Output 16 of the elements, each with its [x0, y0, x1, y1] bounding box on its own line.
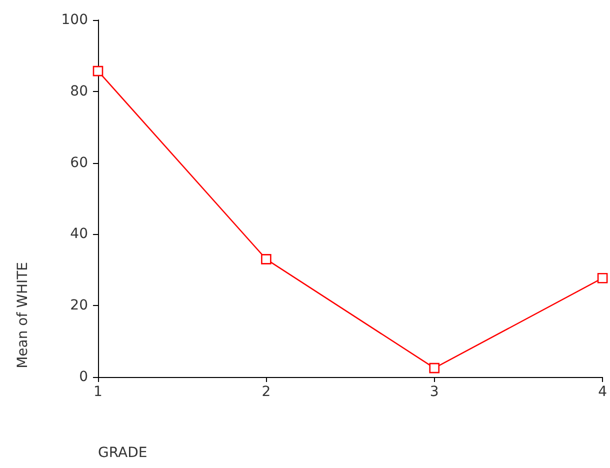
y-tick-label: 80: [70, 83, 88, 100]
y-tick-label: 100: [61, 12, 88, 28]
y-tick-label: 60: [70, 154, 88, 171]
x-tick-label: 1: [94, 384, 102, 400]
x-tick-label: 3: [430, 384, 439, 400]
y-tick-label: 20: [70, 298, 88, 314]
x-tick-label: 2: [262, 384, 271, 400]
x-axis-title: GRADE: [98, 445, 148, 461]
y-tick-label: 0: [79, 369, 88, 385]
y-axis-title: Mean of WHITE: [15, 262, 31, 368]
point: [92, 66, 104, 76]
point: [261, 254, 272, 264]
point: [429, 362, 440, 374]
x-tick-label: 4: [598, 384, 608, 400]
point: [597, 272, 608, 284]
y-tick-label: 40: [70, 226, 88, 242]
